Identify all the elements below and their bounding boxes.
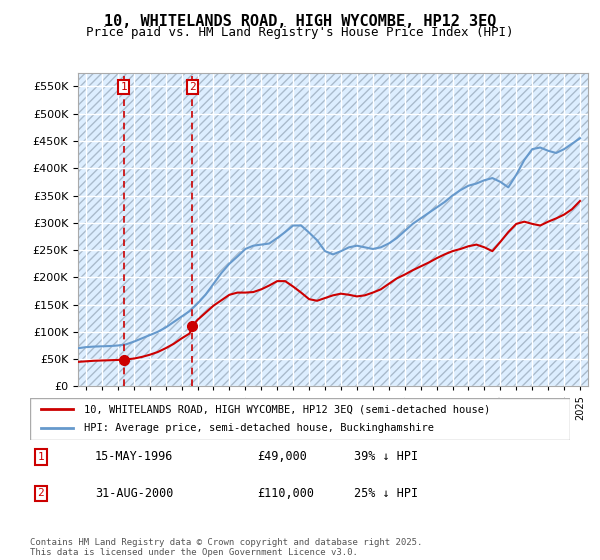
Text: 10, WHITELANDS ROAD, HIGH WYCOMBE, HP12 3EQ (semi-detached house): 10, WHITELANDS ROAD, HIGH WYCOMBE, HP12 … — [84, 404, 490, 414]
Text: 2: 2 — [37, 488, 44, 498]
Text: £110,000: £110,000 — [257, 487, 314, 500]
Text: 10, WHITELANDS ROAD, HIGH WYCOMBE, HP12 3EQ: 10, WHITELANDS ROAD, HIGH WYCOMBE, HP12 … — [104, 14, 496, 29]
Text: 2: 2 — [189, 82, 196, 92]
Text: 15-MAY-1996: 15-MAY-1996 — [95, 450, 173, 464]
Text: 31-AUG-2000: 31-AUG-2000 — [95, 487, 173, 500]
Text: HPI: Average price, semi-detached house, Buckinghamshire: HPI: Average price, semi-detached house,… — [84, 423, 434, 433]
Text: 1: 1 — [37, 452, 44, 462]
Text: Contains HM Land Registry data © Crown copyright and database right 2025.
This d: Contains HM Land Registry data © Crown c… — [30, 538, 422, 557]
Text: 1: 1 — [121, 82, 127, 92]
Text: 25% ↓ HPI: 25% ↓ HPI — [354, 487, 418, 500]
Text: Price paid vs. HM Land Registry's House Price Index (HPI): Price paid vs. HM Land Registry's House … — [86, 26, 514, 39]
Text: £49,000: £49,000 — [257, 450, 307, 464]
Text: 39% ↓ HPI: 39% ↓ HPI — [354, 450, 418, 464]
FancyBboxPatch shape — [30, 398, 570, 440]
